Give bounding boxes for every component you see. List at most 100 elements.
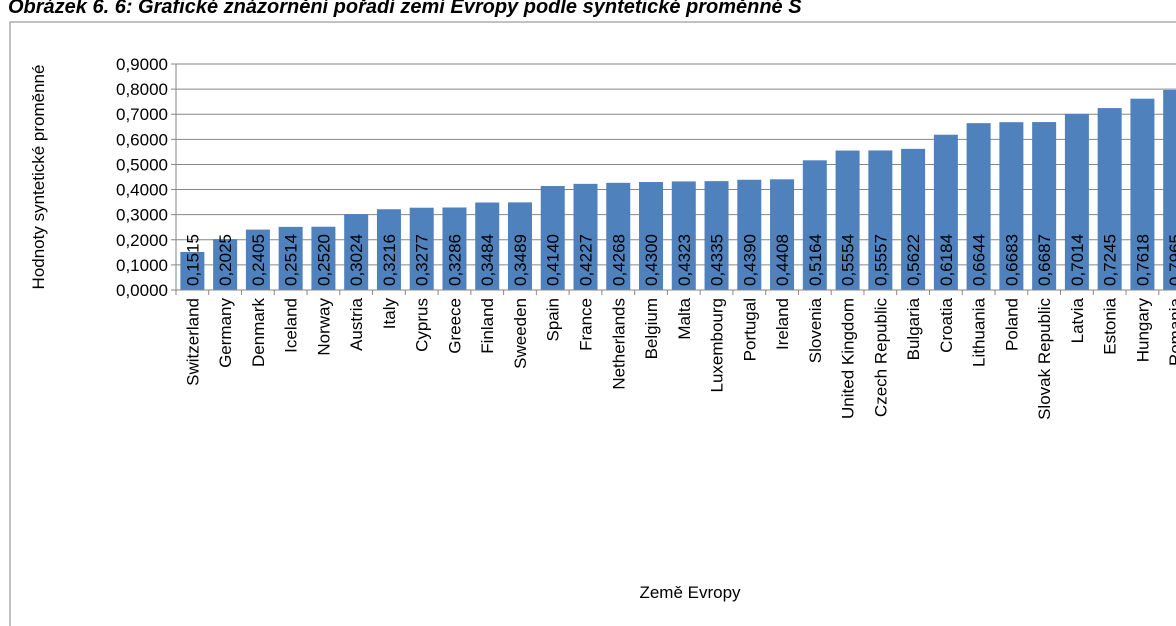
- bar: [344, 214, 369, 290]
- chart-title: Obrázek 6. 6: Grafické znázornění pořadí…: [8, 0, 802, 18]
- y-tick-label: 0,6000: [116, 130, 168, 149]
- data-label: 0,2025: [216, 234, 235, 286]
- x-tick-label: Luxembourg: [708, 298, 727, 393]
- x-tick-label: Hungary: [1133, 298, 1152, 363]
- data-label: 0,4408: [773, 234, 792, 286]
- x-tick-label: France: [577, 298, 596, 351]
- y-tick-label: 0,0000: [116, 281, 168, 300]
- bar: [966, 123, 991, 291]
- y-tick-label: 0,2000: [116, 231, 168, 250]
- bar: [704, 181, 729, 290]
- x-tick-label: Austria: [347, 297, 366, 350]
- data-label: 0,3489: [511, 234, 530, 286]
- data-label: 0,3024: [347, 234, 366, 286]
- x-tick-label: Romania: [1166, 297, 1176, 366]
- bar: [442, 207, 467, 290]
- data-label: 0,6683: [1002, 234, 1021, 286]
- x-tick-label: Sweeden: [511, 298, 530, 369]
- x-tick-label: Latvia: [1068, 297, 1087, 343]
- data-label: 0,4268: [609, 234, 628, 286]
- x-tick-label: Ireland: [773, 298, 792, 350]
- bar: [1130, 98, 1155, 290]
- bar: [376, 209, 401, 290]
- y-tick-label: 0,1000: [116, 256, 168, 275]
- data-label: 0,6184: [937, 234, 956, 286]
- bar: [802, 160, 827, 290]
- bar: [868, 150, 893, 290]
- data-label: 0,6644: [970, 234, 989, 286]
- bar: [737, 179, 762, 290]
- bar: [1032, 122, 1057, 290]
- x-axis-title: Země Evropy: [639, 583, 741, 602]
- bar: [213, 239, 238, 290]
- x-tick-label: Estonia: [1101, 297, 1120, 354]
- x-tick-label: Portugal: [740, 298, 759, 361]
- data-label: 0,5622: [904, 234, 923, 286]
- y-tick-label: 0,7000: [116, 105, 168, 124]
- bar: [933, 134, 958, 290]
- x-tick-label: Italy: [380, 298, 399, 330]
- y-tick-label: 0,3000: [116, 206, 168, 225]
- bar: [245, 229, 270, 290]
- x-tick-label: United Kingdom: [839, 298, 858, 419]
- bar: [1097, 108, 1122, 290]
- x-tick-label: Slovenia: [806, 297, 825, 363]
- data-label: 0,3277: [413, 234, 432, 286]
- x-tick-label: Croatia: [937, 297, 956, 352]
- data-label: 0,3286: [445, 234, 464, 286]
- bar: [901, 148, 926, 290]
- x-tick-label: Poland: [1002, 298, 1021, 351]
- x-tick-label: Bulgaria: [904, 297, 923, 360]
- bar: [507, 202, 532, 290]
- data-label: 0,7245: [1101, 234, 1120, 286]
- data-label: 0,6687: [1035, 234, 1054, 286]
- x-tick-label: Switzerland: [183, 298, 202, 386]
- data-label: 0,4140: [544, 234, 563, 286]
- data-label: 0,7965: [1166, 234, 1176, 286]
- data-label: 0,2520: [314, 234, 333, 286]
- bar: [1064, 113, 1089, 290]
- x-tick-label: Finland: [478, 298, 497, 354]
- data-label: 0,4227: [577, 234, 596, 286]
- bar: [475, 202, 500, 290]
- bar: [835, 150, 860, 290]
- x-tick-label: Czech Republic: [871, 298, 890, 418]
- data-label: 0,4323: [675, 234, 694, 286]
- x-tick-label: Malta: [675, 297, 694, 339]
- x-tick-label: Greece: [445, 298, 464, 354]
- bar: [180, 251, 205, 290]
- x-tick-label: Denmark: [249, 298, 268, 367]
- data-label: 0,2514: [282, 234, 301, 286]
- bar: [278, 226, 303, 290]
- bar: [573, 183, 598, 290]
- bar: [409, 207, 434, 290]
- bar: [770, 179, 795, 290]
- data-label: 0,3484: [478, 234, 497, 286]
- chart-border: [9, 21, 1176, 626]
- x-tick-label: Spain: [544, 298, 563, 341]
- x-tick-label: Germany: [216, 298, 235, 368]
- data-label: 0,3216: [380, 234, 399, 286]
- data-label: 0,2405: [249, 234, 268, 286]
- data-label: 0,1515: [183, 234, 202, 286]
- bar: [540, 186, 565, 290]
- bar: [639, 182, 664, 290]
- bar: [671, 181, 696, 290]
- data-label: 0,4300: [642, 234, 661, 286]
- x-tick-label: Belgium: [642, 298, 661, 359]
- x-tick-label: Slovak Republic: [1035, 298, 1054, 420]
- data-label: 0,7618: [1133, 234, 1152, 286]
- x-tick-label: Norway: [314, 298, 333, 356]
- x-tick-label: Iceland: [282, 298, 301, 353]
- y-tick-label: 0,9000: [116, 55, 168, 74]
- x-tick-label: Cyprus: [413, 298, 432, 352]
- data-label: 0,5554: [839, 234, 858, 286]
- data-label: 0,7014: [1068, 234, 1087, 286]
- bar: [606, 182, 631, 290]
- data-label: 0,4390: [740, 234, 759, 286]
- data-label: 0,4335: [708, 234, 727, 286]
- data-label: 0,5164: [806, 234, 825, 286]
- bar: [999, 122, 1024, 291]
